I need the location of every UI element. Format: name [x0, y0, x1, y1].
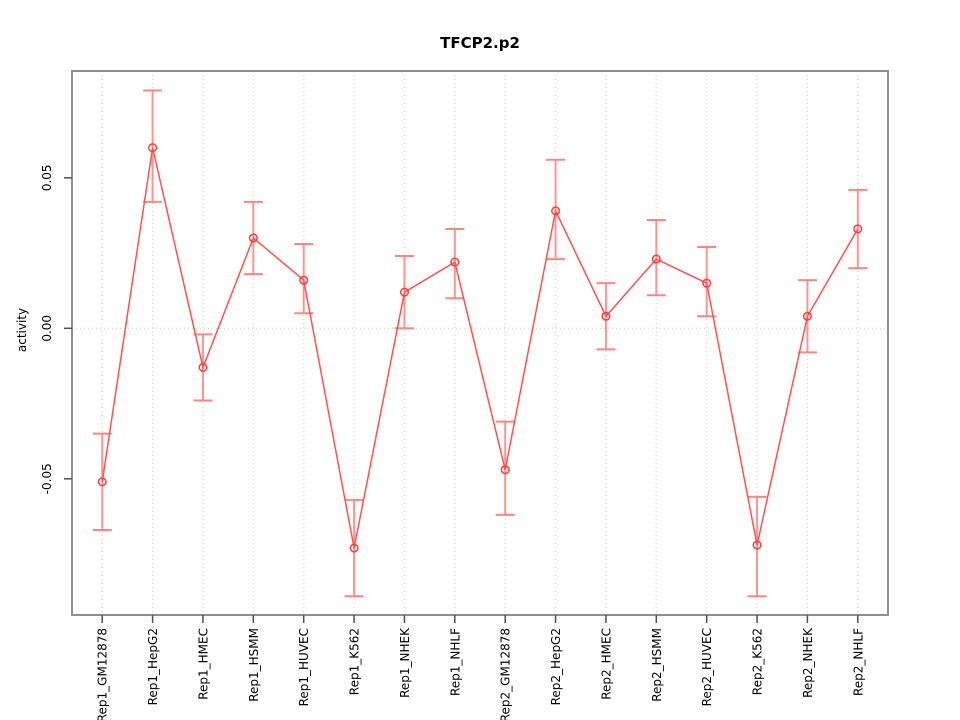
x-tick-label: Rep1_HMEC — [196, 628, 210, 700]
x-tick-label: Rep1_K562 — [348, 628, 362, 695]
x-tick-label: Rep1_HUVEC — [297, 628, 311, 706]
y-tick-label: -0.05 — [40, 463, 54, 494]
x-tick-label: Rep2_HUVEC — [700, 628, 714, 706]
x-tick-label: Rep2_GM12878 — [499, 628, 513, 720]
data-point-marker — [601, 311, 611, 321]
x-tick-label: Rep2_HMEC — [599, 628, 613, 700]
data-point-marker — [450, 257, 460, 267]
x-tick-label: Rep2_K562 — [751, 628, 765, 695]
data-point-marker — [248, 233, 258, 243]
y-tick-label: 0.00 — [40, 315, 54, 342]
x-tick-label: Rep1_NHEK — [398, 627, 412, 698]
data-point-marker — [651, 254, 661, 264]
x-tick-label: Rep2_NHEK — [801, 627, 815, 698]
x-tick-label: Rep2_HepG2 — [549, 628, 563, 705]
data-point-marker — [299, 275, 309, 285]
data-point-marker — [853, 224, 863, 234]
x-tick-label: Rep1_HSMM — [247, 628, 261, 702]
data-point-marker — [702, 278, 712, 288]
data-point-marker — [148, 143, 158, 153]
y-tick-label: 0.05 — [40, 164, 54, 191]
data-point-marker — [802, 311, 812, 321]
data-point-marker — [752, 540, 762, 550]
x-tick-label: Rep1_GM12878 — [96, 628, 110, 720]
data-point-marker — [97, 477, 107, 487]
data-point-marker — [551, 206, 561, 216]
data-point-marker — [500, 465, 510, 475]
series-line — [101, 147, 859, 549]
x-tick-label: Rep2_NHLF — [851, 628, 865, 696]
plot-frame — [71, 70, 889, 616]
data-point-marker — [198, 362, 208, 372]
x-tick-label: Rep1_HepG2 — [146, 628, 160, 705]
x-tick-label: Rep1_NHLF — [448, 628, 462, 696]
x-tick-label: Rep2_HSMM — [650, 628, 664, 702]
data-point-marker — [399, 287, 409, 297]
y-axis-label: activity — [15, 308, 29, 352]
chart-title: TFCP2.p2 — [440, 34, 520, 52]
data-point-marker — [349, 543, 359, 553]
